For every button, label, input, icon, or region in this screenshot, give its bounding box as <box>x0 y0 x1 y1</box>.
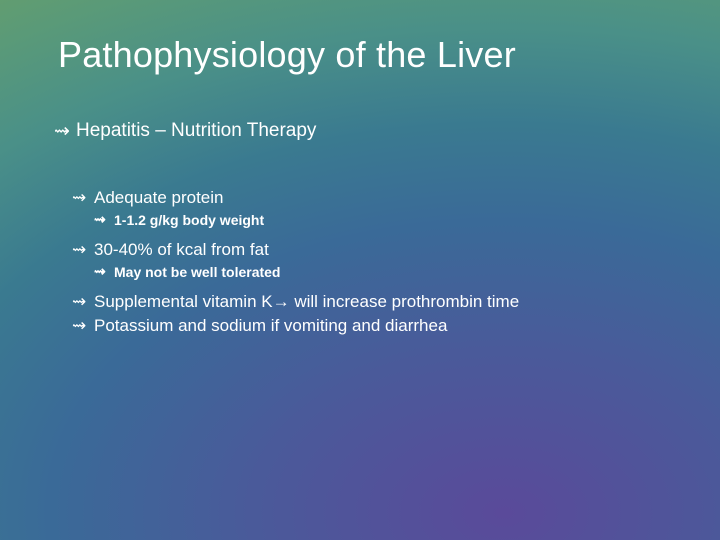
bullet-icon: ⇝ <box>72 188 86 208</box>
bullet-icon: ⇝ <box>54 120 70 143</box>
bullet-icon: ⇝ <box>94 212 106 229</box>
bullet-text-post: will increase prothrombin time <box>290 292 520 311</box>
bullet-icon: ⇝ <box>72 240 86 260</box>
arrow-icon: → <box>273 292 290 311</box>
bullet-text: Hepatitis – Nutrition Therapy <box>76 120 316 141</box>
bullet-lvl2-fat: ⇝ 30-40% of kcal from fat <box>58 240 672 260</box>
bullet-lvl3-protein-amount: ⇝ 1-1.2 g/kg body weight <box>58 212 672 228</box>
bullet-lvl3-fat-note: ⇝ May not be well tolerated <box>58 264 672 280</box>
bullet-text: Potassium and sodium if vomiting and dia… <box>94 316 447 335</box>
slide-title: Pathophysiology of the Liver <box>58 34 672 76</box>
bullet-text: May not be well tolerated <box>114 264 280 280</box>
bullet-lvl2-protein: ⇝ Adequate protein <box>58 188 672 208</box>
bullet-lvl2-vitk: ⇝ Supplemental vitamin K→ will increase … <box>58 292 672 312</box>
bullet-icon: ⇝ <box>72 316 86 336</box>
bullet-icon: ⇝ <box>72 292 86 312</box>
bullet-icon: ⇝ <box>94 264 106 281</box>
bullet-lvl1-heading: ⇝ Hepatitis – Nutrition Therapy <box>58 120 672 142</box>
slide: Pathophysiology of the Liver ⇝ Hepatitis… <box>0 0 720 540</box>
bullet-text: 1-1.2 g/kg body weight <box>114 212 264 228</box>
bullet-lvl2-electrolytes: ⇝ Potassium and sodium if vomiting and d… <box>58 316 672 336</box>
bullet-text: 30-40% of kcal from fat <box>94 240 269 259</box>
bullet-text-pre: Supplemental vitamin K <box>94 292 273 311</box>
bullet-text: Adequate protein <box>94 188 224 207</box>
